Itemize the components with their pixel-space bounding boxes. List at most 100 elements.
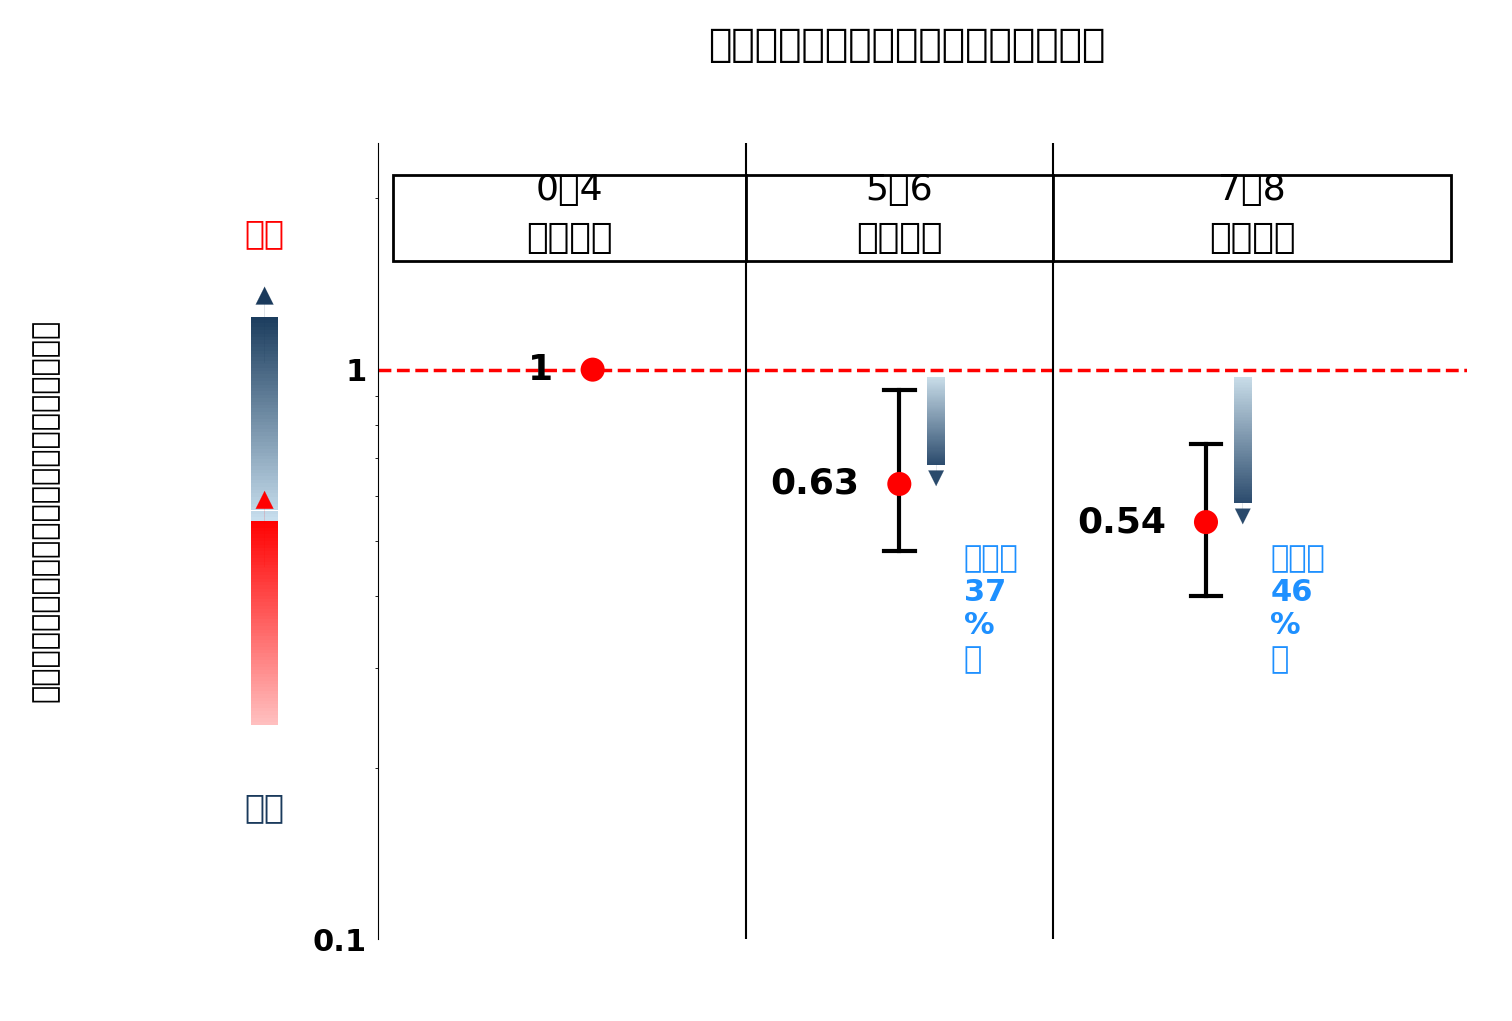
Bar [251,439,278,442]
Bar [1234,449,1252,451]
Bar [1234,429,1252,431]
Bar [251,715,278,718]
Bar [251,701,278,704]
Bar [927,389,945,390]
Bar [1234,385,1252,387]
Bar [251,722,278,725]
Bar [251,493,278,497]
Bar [1234,418,1252,420]
Bar [251,592,278,595]
Bar [251,334,278,337]
Bar [251,483,278,487]
Bar [1234,411,1252,414]
Bar [1234,472,1252,473]
Bar [251,538,278,541]
Bar [745,175,1052,261]
Bar [927,440,945,441]
Bar [251,337,278,340]
Bar [251,364,278,368]
Bar [927,445,945,446]
Bar [1234,478,1252,480]
Bar [251,674,278,677]
Bar [927,429,945,430]
Bar [927,464,945,465]
Bar [1234,483,1252,484]
Bar [1234,495,1252,497]
Bar [927,414,945,415]
Bar [927,398,945,399]
Bar [1234,500,1252,501]
Bar [927,416,945,417]
Bar [1234,384,1252,385]
Bar [251,500,278,503]
Bar [1234,394,1252,396]
Bar [927,391,945,392]
Bar [251,677,278,681]
Bar [1234,402,1252,404]
Bar [927,439,945,440]
Bar [1234,382,1252,384]
Bar [251,661,278,664]
Bar [927,426,945,427]
Bar [927,415,945,416]
Bar [927,448,945,449]
Bar [1234,379,1252,380]
Bar [927,401,945,402]
Point [581,361,605,378]
Bar [251,378,278,381]
Bar [251,664,278,667]
Bar [927,383,945,384]
Bar [1234,435,1252,437]
Bar [251,616,278,620]
Bar [251,528,278,531]
Bar [1234,466,1252,467]
Bar [927,390,945,391]
Bar [251,541,278,544]
Bar [251,477,278,480]
Bar [251,405,278,408]
Bar [251,497,278,500]
Bar [251,548,278,551]
Bar [251,467,278,470]
Bar [251,575,278,579]
Bar [251,432,278,436]
Bar [251,650,278,653]
Bar [927,387,945,388]
Bar [927,412,945,414]
Bar [251,381,278,385]
Bar [251,473,278,477]
Bar [1234,446,1252,448]
Bar [1234,490,1252,492]
Bar [927,407,945,409]
Bar [1234,405,1252,407]
Bar [927,457,945,458]
Bar [1234,460,1252,463]
Bar [927,396,945,397]
Bar [251,605,278,610]
Bar [1234,475,1252,477]
Bar [927,380,945,381]
Bar [251,510,278,514]
Bar [1234,431,1252,432]
Bar [1234,380,1252,382]
Bar [1234,459,1252,460]
Bar [251,602,278,605]
Bar [251,375,278,378]
Bar [927,447,945,448]
Bar [251,371,278,375]
Bar [1234,463,1252,464]
Bar [1234,477,1252,478]
Bar [251,388,278,391]
Bar [927,446,945,447]
Bar [251,569,278,572]
Text: 0.63: 0.63 [771,467,859,501]
Bar [927,405,945,406]
Bar [1234,422,1252,423]
Bar [251,544,278,548]
Bar [927,420,945,421]
Bar [251,395,278,398]
Bar [927,377,945,378]
Bar [927,400,945,401]
Bar [1234,407,1252,408]
Bar [927,441,945,442]
